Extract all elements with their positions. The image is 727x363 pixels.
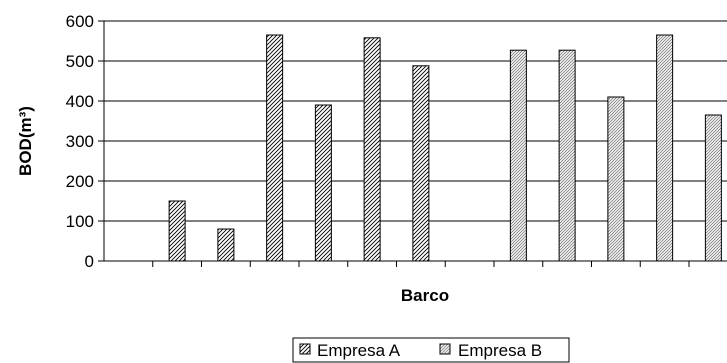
y-tick-label: 200 [66,172,94,191]
bar [217,228,235,262]
y-tick-label: 0 [85,252,94,271]
bar [412,65,430,262]
bar [168,200,186,262]
y-tick-label: 100 [66,212,94,231]
bar [314,104,332,262]
y-tick-labels: 0 100 200 300 400 500 600 [66,12,94,271]
bar [509,49,527,262]
y-tick-label: 600 [66,12,94,31]
bar [266,34,284,262]
legend: Empresa A Empresa B [292,337,570,363]
x-axis-title: Barco [401,286,449,305]
bar [704,114,722,262]
y-tick-label: 400 [66,92,94,111]
y-tick-label: 500 [66,52,94,71]
bar [607,96,625,262]
legend-swatch-empresa-b [439,343,451,355]
legend-label-empresa-a: Empresa A [317,341,401,360]
bars [168,34,722,262]
legend-swatch-empresa-a [299,343,311,355]
bar [363,37,381,262]
legend-label-empresa-b: Empresa B [458,341,542,360]
legend-border [292,337,570,363]
axes [103,21,727,267]
y-axis-title: BOD(m³) [16,106,35,176]
y-tick-label: 300 [66,132,94,151]
bar [558,49,576,262]
bar [656,34,674,262]
